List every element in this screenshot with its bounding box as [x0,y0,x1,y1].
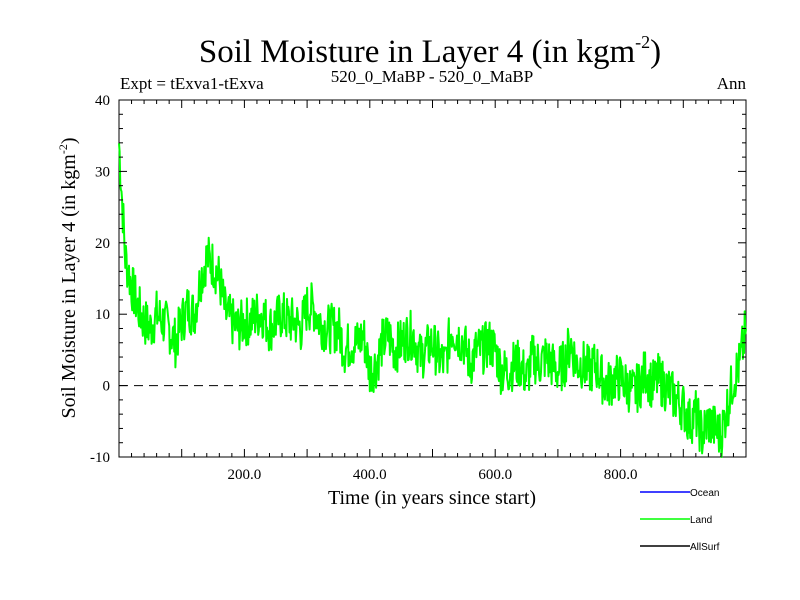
x-axis-label: Time (in years since start) [328,487,536,509]
chart-title: Soil Moisture in Layer 4 (in kgm-2) [199,32,661,70]
subtitle-center: 520_0_MaBP - 520_0_MaBP [331,67,533,86]
subtitle-right: Ann [717,74,747,93]
y-tick-label: 20 [95,236,110,252]
legend-label-land: Land [690,515,712,526]
y-tick-label: -10 [90,450,110,466]
legend-label-allsurf: AllSurf [690,542,720,553]
y-tick-label: 10 [95,307,110,323]
y-axis-label-superscript: -2 [56,144,70,154]
chart-title-superscript: -2 [635,32,650,52]
y-tick-label: 30 [95,164,110,180]
x-tick-label: 200.0 [228,467,262,483]
x-tick-label: 600.0 [478,467,512,483]
x-tick-label: 800.0 [604,467,638,483]
subtitle-left: Expt = tExva1-tExva [120,74,264,93]
x-axis: 200.0 400.0 600.0 800.0 [131,100,734,483]
y-axis: -10 0 10 20 30 40 [90,93,746,466]
legend: Ocean Land AllSurf [640,488,720,553]
series-line-land [118,143,747,458]
y-tick-label: 40 [95,93,110,109]
x-tick-label: 400.0 [353,467,387,483]
legend-label-ocean: Ocean [690,488,719,499]
y-tick-label: 0 [103,379,111,395]
y-axis-label: Soil Moisture in Layer 4 (in kgm-2) [56,137,80,418]
